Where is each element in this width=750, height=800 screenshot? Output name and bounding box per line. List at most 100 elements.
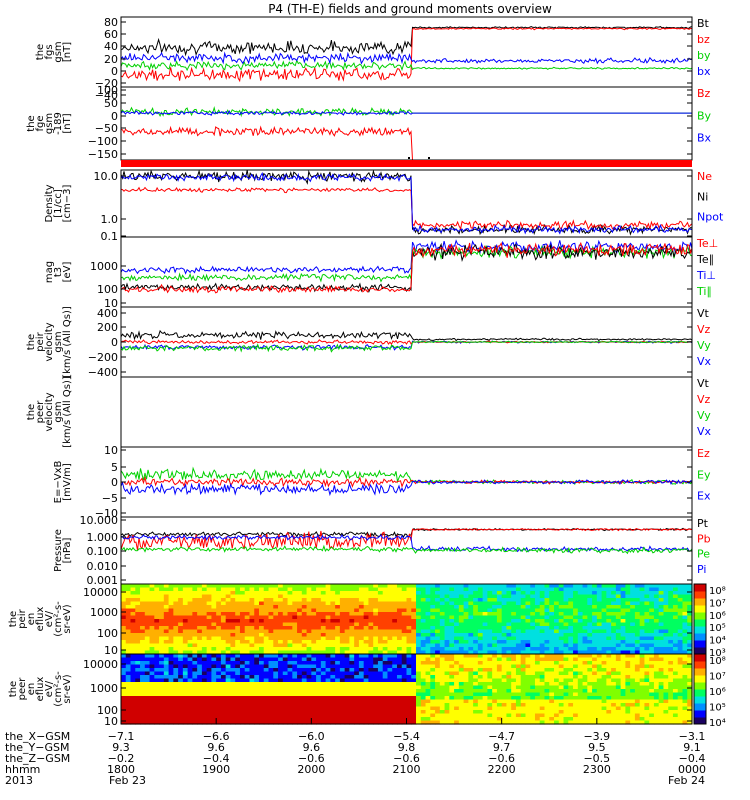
heatmap-cell [263, 664, 270, 669]
heatmap-cell [582, 675, 588, 680]
heatmap-cell [154, 692, 160, 697]
heatmap-cell [439, 647, 446, 652]
heatmap-cell [392, 626, 398, 631]
heatmap-cell [592, 629, 598, 634]
heatmap-cell [487, 650, 493, 655]
heatmap-cell [320, 717, 327, 722]
heatmap-cell [615, 678, 622, 683]
heatmap-cell [230, 692, 236, 697]
heatmap-cell [630, 678, 636, 683]
heatmap-cell [406, 717, 412, 722]
heatmap-cell [140, 717, 146, 722]
heatmap-cell [625, 647, 631, 652]
heatmap-cell [216, 706, 222, 711]
heatmap-cell [416, 706, 422, 711]
heatmap-cell [477, 682, 484, 687]
heatmap-cell [416, 661, 422, 666]
heatmap-cell [368, 601, 374, 606]
heatmap-cell [220, 699, 227, 704]
heatmap-cell [468, 619, 474, 624]
heatmap-cell [377, 671, 384, 676]
heatmap-cell [339, 692, 346, 697]
heatmap-cell [287, 664, 293, 669]
heatmap-cell [230, 685, 236, 690]
heatmap-cell [159, 619, 165, 624]
heatmap-cell [316, 664, 322, 669]
heatmap-cell [463, 692, 469, 697]
heatmap-cell [144, 654, 151, 659]
heatmap-cell [496, 640, 503, 645]
heatmap-cell [515, 615, 522, 620]
heatmap-cell [468, 682, 474, 687]
heatmap-cell [435, 696, 441, 701]
heatmap-cell [249, 654, 255, 659]
y-axis-label-line: the [26, 334, 37, 350]
heatmap-cell [382, 689, 389, 694]
heatmap-cell [182, 657, 189, 662]
heatmap-cell [144, 682, 151, 687]
heatmap-cell [254, 696, 260, 701]
heatmap-cell [620, 615, 626, 620]
heatmap-cell [663, 615, 669, 620]
heatmap-cell [634, 689, 641, 694]
heatmap-cell [349, 622, 355, 627]
heatmap-cell [406, 615, 412, 620]
heatmap-cell [634, 587, 641, 592]
heatmap-cell [211, 584, 217, 589]
heatmap-cell [125, 622, 132, 627]
heatmap-cell [287, 692, 293, 697]
heatmap-cell [601, 584, 607, 589]
heatmap-cell [630, 685, 636, 690]
heatmap-cell [554, 703, 560, 708]
heatmap-cell [373, 594, 379, 599]
heatmap-cell [534, 636, 541, 641]
heatmap-cell [506, 685, 512, 690]
heatmap-cell [411, 689, 417, 694]
heatmap-cell [382, 710, 389, 715]
heatmap-cell [330, 699, 336, 704]
heatmap-cell [287, 671, 293, 676]
heatmap-cell [630, 636, 636, 641]
heatmap-cell [211, 717, 217, 722]
heatmap-cell [140, 713, 146, 718]
heatmap-cell [463, 643, 469, 648]
heatmap-cell [268, 650, 274, 655]
heatmap-cell [311, 657, 317, 662]
heatmap-cell [235, 615, 241, 620]
heatmap-cell [634, 710, 641, 715]
heatmap-cell [311, 584, 317, 589]
heatmap-cell [492, 608, 498, 613]
colorbar-segment [694, 647, 706, 655]
heatmap-cell [268, 703, 274, 708]
heatmap-cell [592, 692, 598, 697]
heatmap-cell [344, 601, 350, 606]
heatmap-cell [130, 647, 136, 652]
heatmap-cell [363, 608, 370, 613]
heatmap-cell [420, 643, 427, 648]
heatmap-cell [258, 720, 265, 725]
heatmap-cell [611, 608, 617, 613]
heatmap-cell [420, 622, 427, 627]
heatmap-cell [515, 699, 522, 704]
heatmap-cell [125, 661, 132, 666]
heatmap-cell [263, 636, 270, 641]
heatmap-cell [220, 682, 227, 687]
heatmap-cell [639, 605, 646, 610]
heatmap-cell [311, 671, 317, 676]
heatmap-cell [496, 636, 503, 641]
heatmap-cell [392, 689, 398, 694]
heatmap-cell [373, 650, 379, 655]
heatmap-cell [620, 692, 626, 697]
heatmap-cell [311, 608, 317, 613]
series-line-Ex [120, 479, 693, 497]
heatmap-cell [420, 717, 427, 722]
heatmap-cell [292, 626, 298, 631]
heatmap-cell [268, 689, 274, 694]
heatmap-cell [230, 591, 236, 596]
heatmap-cell [125, 668, 132, 673]
heatmap-cell [206, 594, 213, 599]
heatmap-cell [244, 692, 251, 697]
heatmap-cell [316, 587, 322, 592]
heatmap-cell [140, 584, 146, 589]
heatmap-cell [140, 657, 146, 662]
